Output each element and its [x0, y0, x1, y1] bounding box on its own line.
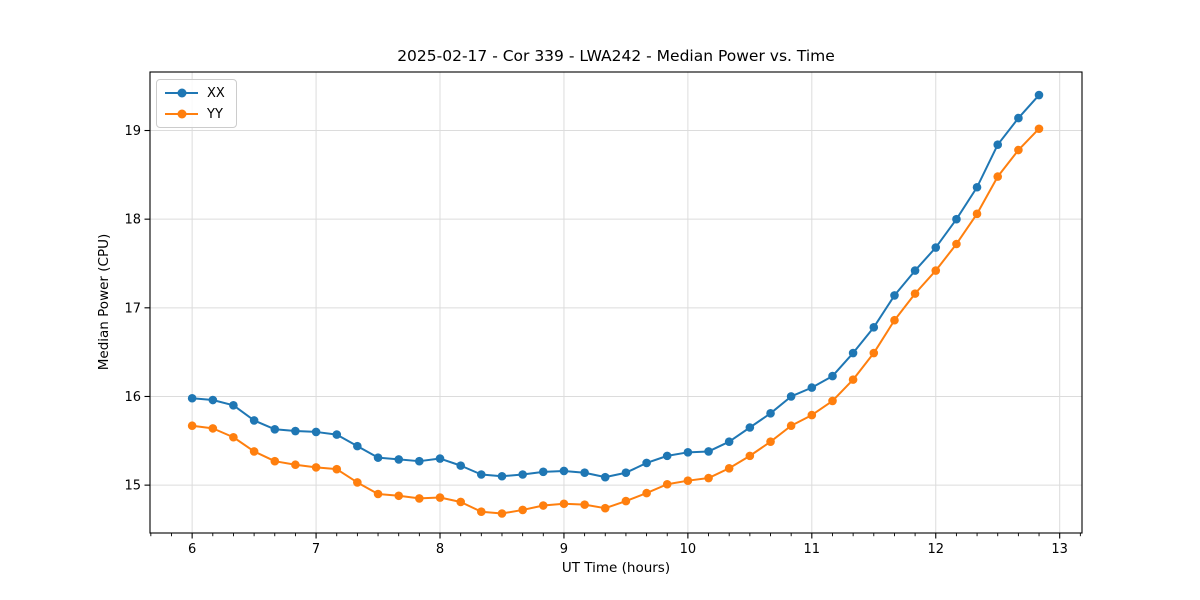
chart-title: 2025-02-17 - Cor 339 - LWA242 - Median P…: [397, 47, 835, 65]
svg-text:16: 16: [124, 390, 141, 405]
legend-item-yy: YY: [165, 106, 225, 122]
svg-text:12: 12: [927, 542, 944, 557]
svg-text:13: 13: [1051, 542, 1068, 557]
svg-text:15: 15: [124, 479, 141, 494]
svg-text:6: 6: [188, 542, 196, 557]
svg-text:11: 11: [804, 542, 821, 557]
svg-text:8: 8: [436, 542, 444, 557]
svg-text:10: 10: [680, 542, 697, 557]
svg-text:7: 7: [312, 542, 320, 557]
legend-label-yy: YY: [207, 106, 223, 122]
svg-text:19: 19: [124, 124, 141, 139]
legend-item-xx: XX: [165, 85, 225, 101]
x-axis-label: UT Time (hours): [561, 560, 671, 576]
xx-line-marker-icon: [165, 86, 198, 100]
legend-label-xx: XX: [207, 85, 225, 101]
svg-text:18: 18: [124, 213, 141, 228]
yy-line-marker-icon: [165, 107, 198, 121]
legend: XX YY: [156, 79, 237, 128]
svg-text:17: 17: [124, 301, 141, 316]
y-axis-label: Median Power (CPU): [96, 233, 112, 371]
svg-text:9: 9: [560, 542, 568, 557]
